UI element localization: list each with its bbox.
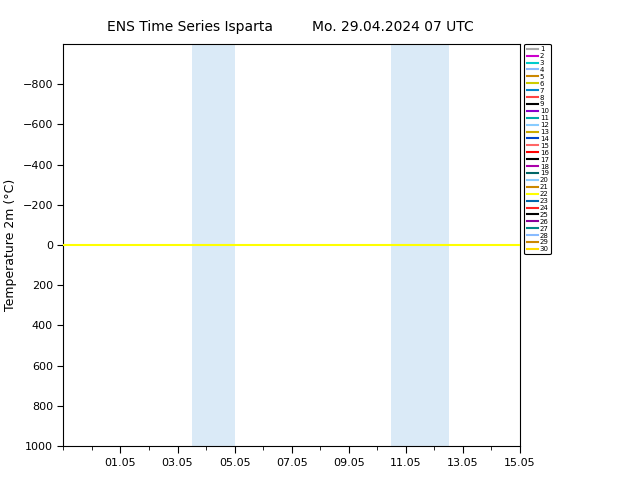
Text: Mo. 29.04.2024 07 UTC: Mo. 29.04.2024 07 UTC	[312, 20, 474, 34]
Text: ENS Time Series Isparta: ENS Time Series Isparta	[107, 20, 273, 34]
Bar	[191, 44, 235, 446]
Legend: 1, 2, 3, 4, 5, 6, 7, 8, 9, 10, 11, 12, 13, 14, 15, 16, 17, 18, 19, 20, 21, 22, 2: 1, 2, 3, 4, 5, 6, 7, 8, 9, 10, 11, 12, 1…	[524, 44, 551, 254]
Bar	[391, 44, 449, 446]
Y-axis label: Temperature 2m (°C): Temperature 2m (°C)	[4, 179, 17, 311]
